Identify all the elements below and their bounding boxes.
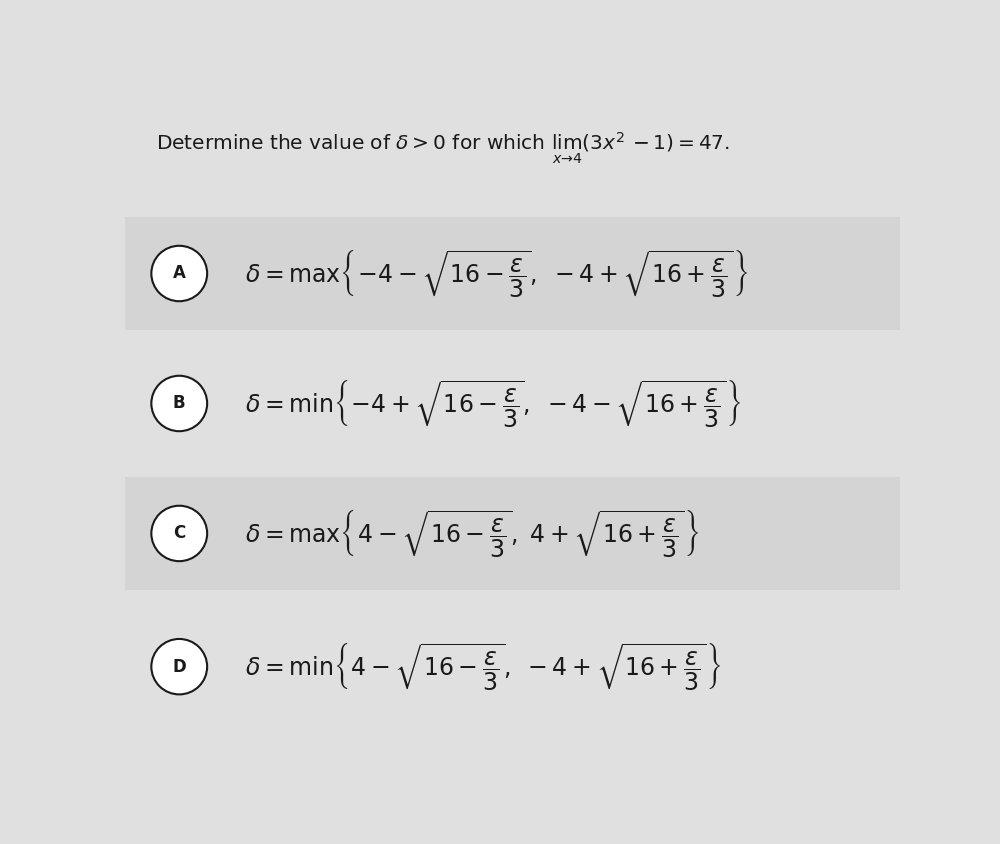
Bar <box>125 477 900 590</box>
Text: $\delta = \max\left\{4 - \sqrt{16 - \dfrac{\varepsilon}{3}},\ 4 + \sqrt{16 + \df: $\delta = \max\left\{4 - \sqrt{16 - \dfr… <box>245 507 699 560</box>
Text: $\delta = \min\left\{4 - \sqrt{16 - \dfrac{\varepsilon}{3}},\ -4 + \sqrt{16 + \d: $\delta = \min\left\{4 - \sqrt{16 - \dfr… <box>245 641 721 693</box>
Ellipse shape <box>151 376 207 431</box>
Ellipse shape <box>151 639 207 695</box>
Ellipse shape <box>151 246 207 301</box>
Text: A: A <box>173 264 186 283</box>
Ellipse shape <box>151 506 207 561</box>
Text: $\delta = \max\left\{-4 - \sqrt{16 - \dfrac{\varepsilon}{3}},\ -4 + \sqrt{16 + \: $\delta = \max\left\{-4 - \sqrt{16 - \df… <box>245 247 748 300</box>
Text: C: C <box>173 524 185 543</box>
Text: Determine the value of $\delta > 0$ for which $\lim_{x \to 4} (3x^2 - 1) = 47$.: Determine the value of $\delta > 0$ for … <box>156 131 730 166</box>
Bar <box>125 610 900 723</box>
Bar <box>125 217 900 330</box>
Text: D: D <box>172 657 186 676</box>
Text: $\delta = \min\left\{-4 + \sqrt{16 - \dfrac{\varepsilon}{3}},\ -4 - \sqrt{16 + \: $\delta = \min\left\{-4 + \sqrt{16 - \df… <box>245 377 741 430</box>
Text: B: B <box>173 394 186 413</box>
Bar <box>125 347 900 460</box>
